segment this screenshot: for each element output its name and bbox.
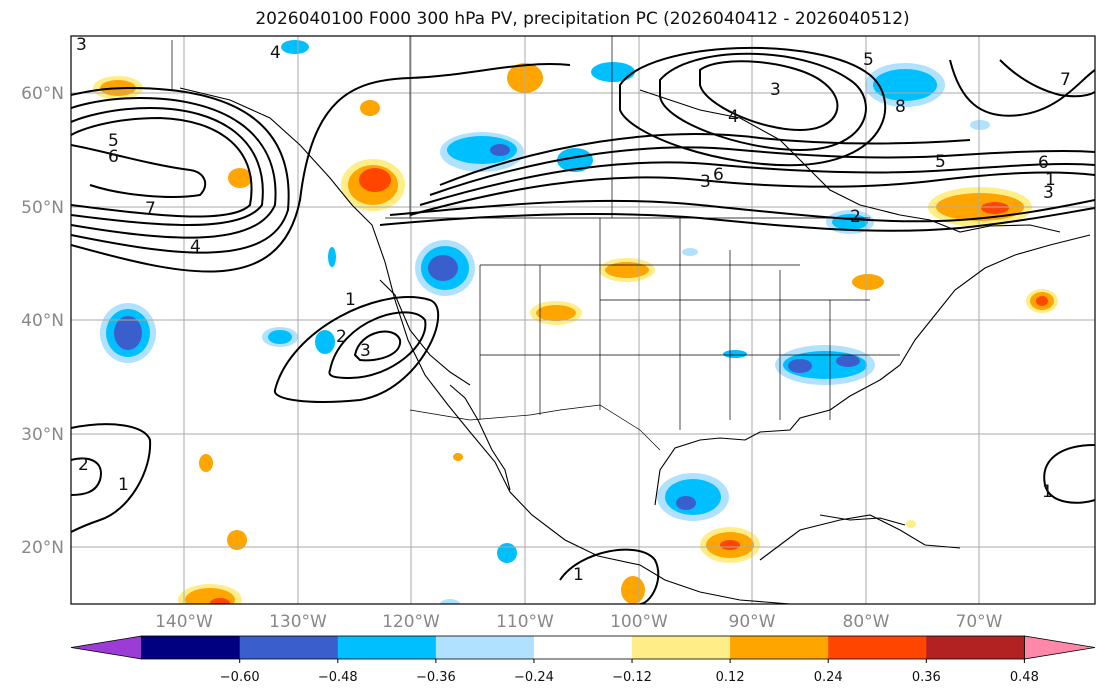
colorbar-segment — [926, 636, 1025, 659]
lon-tick-label: 120°W — [382, 612, 440, 632]
colorbar-segment — [730, 636, 829, 659]
contour-label: 2 — [78, 455, 89, 475]
colorbar-extend-min — [70, 635, 143, 660]
contour-label: 7 — [145, 199, 156, 219]
contour-label: 1 — [345, 290, 356, 310]
lat-tick-label: 30°N — [21, 425, 64, 445]
colorbar-segment — [141, 636, 241, 659]
contour-label: 4 — [190, 237, 201, 257]
political-borders — [171, 36, 900, 451]
contour-label: 7 — [1060, 70, 1071, 90]
colorbar-tick-label: 0.36 — [912, 670, 941, 685]
lat-tick-label: 50°N — [21, 198, 64, 218]
contour-label: 4 — [728, 107, 739, 127]
colorbar-tick-label: 0.12 — [716, 670, 745, 685]
contour-label: 2 — [336, 327, 347, 347]
lon-tick-label: 140°W — [155, 612, 213, 632]
colorbar-segment — [828, 636, 927, 659]
contour-label: 3 — [1043, 183, 1054, 203]
contour-label: 6 — [713, 165, 724, 185]
contour-label: 3 — [76, 35, 87, 55]
map-area: 5 6 7 4 1 2 3 4 3 5 6 4 3 2 5 6 7 8 1 1 … — [71, 35, 1095, 604]
colorbar-tick-label: −0.48 — [318, 670, 358, 685]
colorbar-segment — [239, 636, 339, 659]
lon-tick-label: 70°W — [956, 612, 1003, 632]
lat-tick-label: 40°N — [21, 311, 64, 331]
lon-tick-label: 80°W — [843, 612, 890, 632]
contour-label: 6 — [108, 147, 119, 167]
latitude-ticks: 60°N 50°N 40°N 30°N 20°N — [21, 84, 64, 558]
gridlines — [71, 36, 1095, 604]
colorbar-outline — [141, 635, 1025, 660]
longitude-ticks: 140°W 130°W 120°W 110°W 100°W 90°W 80°W … — [155, 612, 1003, 632]
colorbar: −0.60 −0.48 −0.36 −0.24 −0.12 0.12 0.24 0.36 0.4… — [70, 635, 1096, 685]
contour-label: 3 — [360, 341, 371, 361]
contour-label: 6 — [1038, 153, 1049, 173]
colorbar-segment — [337, 636, 437, 659]
colorbar-tick-label: −0.12 — [612, 670, 652, 685]
lat-tick-label: 60°N — [21, 84, 64, 104]
colorbar-tick-label: −0.60 — [220, 670, 260, 685]
pv-contours — [71, 46, 1095, 604]
colorbar-tick-label: 0.24 — [814, 670, 843, 685]
contour-label: 2 — [850, 207, 861, 227]
lon-tick-label: 90°W — [729, 612, 776, 632]
colorbar-segment — [435, 636, 535, 659]
lon-tick-label: 110°W — [496, 612, 554, 632]
contour-label: 4 — [270, 43, 281, 63]
contour-labels: 5 6 7 4 1 2 3 4 3 5 6 4 3 2 5 6 7 8 1 1 … — [76, 35, 1071, 585]
contour-label: 1 — [1045, 170, 1056, 190]
lat-tick-label: 20°N — [21, 538, 64, 558]
colorbar-tick-label: −0.36 — [416, 670, 456, 685]
map-frame — [70, 35, 1096, 605]
colorbar-tick-label: −0.24 — [514, 670, 554, 685]
contour-label: 3 — [700, 172, 711, 192]
contour-label: 5 — [863, 50, 874, 70]
colorbar-tick-label: 0.48 — [1010, 670, 1039, 685]
contour-label: 5 — [108, 131, 119, 151]
contour-label: 1 — [1042, 482, 1053, 502]
lon-tick-label: 130°W — [269, 612, 327, 632]
colorbar-segment — [632, 636, 731, 659]
contour-label: 3 — [770, 80, 781, 100]
contour-label: 5 — [935, 152, 946, 172]
map-title: 2026040100 F000 300 hPa PV, precipitatio… — [255, 9, 910, 29]
colorbar-extend-max — [1023, 635, 1096, 660]
contour-label: 1 — [573, 565, 584, 585]
contour-label: 8 — [895, 97, 906, 117]
precip-shading — [93, 40, 1058, 604]
lon-tick-label: 100°W — [610, 612, 668, 632]
colorbar-segment — [533, 636, 633, 659]
contour-label: 1 — [118, 475, 129, 495]
